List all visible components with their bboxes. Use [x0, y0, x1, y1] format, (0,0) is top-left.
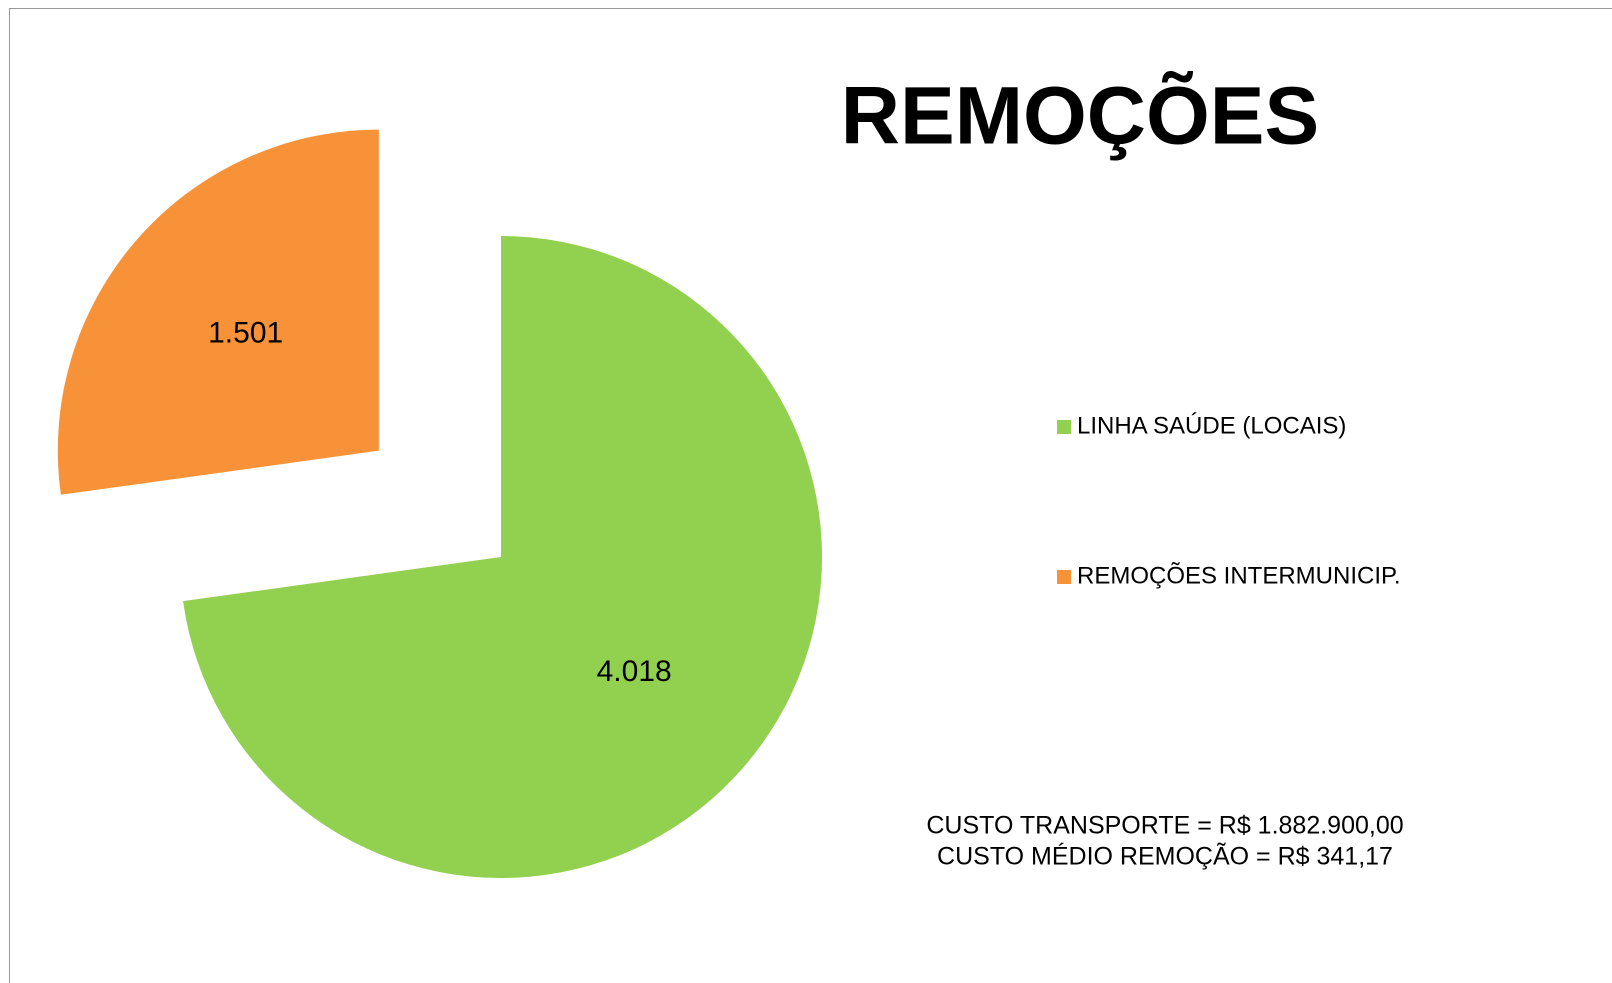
annotation: CUSTO TRANSPORTE = R$ 1.882.900,00	[926, 812, 1403, 840]
legend-label: LINHA SAÚDE (LOCAIS)	[1077, 412, 1346, 439]
legend-swatch	[1057, 570, 1071, 584]
annotation: CUSTO MÉDIO REMOÇÃO = R$ 341,17	[937, 842, 1393, 871]
chart-frame	[9, 8, 1612, 983]
data-label: 4.018	[597, 655, 672, 688]
pie-slice	[183, 236, 823, 879]
pie-slice	[57, 129, 379, 495]
chart-title: REMOÇÕES	[841, 71, 1319, 162]
legend-label: REMOÇÕES INTERMUNICIP.	[1077, 561, 1401, 589]
data-label: 1.501	[208, 317, 283, 350]
legend-swatch	[1057, 420, 1071, 434]
